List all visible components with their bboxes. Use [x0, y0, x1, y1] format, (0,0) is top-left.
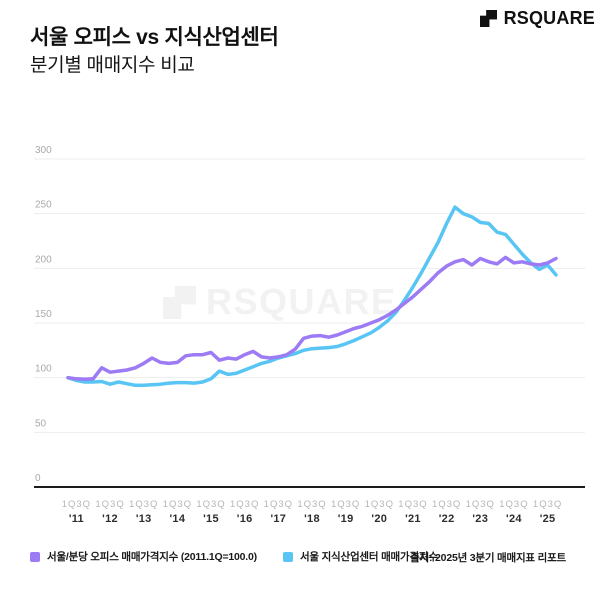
svg-text:'23: '23: [472, 513, 488, 525]
svg-text:'17: '17: [270, 513, 286, 525]
svg-text:0: 0: [35, 473, 41, 484]
svg-text:'11: '11: [69, 513, 84, 525]
svg-text:50: 50: [35, 418, 47, 429]
svg-text:'15: '15: [203, 513, 219, 525]
office-series-label: 서울/분당 오피스 매매가격지수 (2011.1Q=100.0): [47, 551, 257, 563]
svg-text:'14: '14: [169, 513, 185, 525]
svg-text:1Q3Q: 1Q3Q: [264, 499, 293, 510]
legend-item-kic: 서울 지식산업센터 매매가격지수: [282, 549, 438, 564]
svg-text:1Q3Q: 1Q3Q: [533, 499, 562, 510]
svg-text:'16: '16: [237, 513, 253, 525]
svg-text:250: 250: [35, 200, 52, 211]
svg-text:'22: '22: [439, 513, 455, 525]
svg-text:1Q3Q: 1Q3Q: [163, 499, 192, 510]
svg-text:'12: '12: [102, 513, 118, 525]
svg-text:'20: '20: [371, 513, 387, 525]
rsquare-logo: RSQUARE: [479, 8, 595, 29]
rsquare-logo-text: RSQUARE: [503, 8, 595, 28]
source-note: 출처: 2025년 3분기 매매지표 리포트: [410, 552, 566, 564]
page-subtitle: 분기별 매매지수 비교: [30, 55, 195, 77]
svg-text:1Q3Q: 1Q3Q: [129, 499, 158, 510]
legend: 서울/분당 오피스 매매가격지수 (2011.1Q=100.0) 서울 지식산업…: [30, 549, 438, 564]
office-series-swatch: [30, 551, 40, 562]
svg-text:1Q3Q: 1Q3Q: [297, 499, 326, 510]
svg-text:'19: '19: [338, 513, 354, 525]
svg-text:200: 200: [35, 254, 52, 265]
svg-text:1Q3Q: 1Q3Q: [365, 499, 394, 510]
svg-text:1Q3Q: 1Q3Q: [196, 499, 225, 510]
page-title: 서울 오피스 vs 지식산업센터: [30, 26, 279, 49]
svg-text:100: 100: [35, 364, 52, 375]
svg-text:'18: '18: [304, 513, 320, 525]
svg-text:1Q3Q: 1Q3Q: [331, 499, 360, 510]
header: 서울 오피스 vs 지식산업센터 분기별 매매지수 비교: [30, 24, 570, 79]
svg-text:1Q3Q: 1Q3Q: [230, 499, 259, 510]
kic-series-label: 서울 지식산업센터 매매가격지수: [299, 551, 438, 563]
svg-text:1Q3Q: 1Q3Q: [398, 499, 427, 510]
svg-text:1Q3Q: 1Q3Q: [499, 499, 528, 510]
svg-text:1Q3Q: 1Q3Q: [466, 499, 495, 510]
svg-text:'13: '13: [136, 513, 152, 525]
svg-text:1Q3Q: 1Q3Q: [62, 499, 91, 510]
svg-text:'21: '21: [405, 513, 421, 525]
kic-series-swatch: [282, 551, 293, 562]
svg-text:1Q3Q: 1Q3Q: [95, 499, 124, 510]
legend-item-office: 서울/분당 오피스 매매가격지수 (2011.1Q=100.0): [30, 549, 257, 564]
svg-text:150: 150: [35, 309, 52, 320]
svg-text:300: 300: [35, 145, 52, 156]
rsquare-logo-icon: [479, 10, 497, 27]
svg-text:1Q3Q: 1Q3Q: [432, 499, 461, 510]
svg-text:'24: '24: [506, 513, 522, 525]
svg-text:'25: '25: [540, 513, 556, 525]
